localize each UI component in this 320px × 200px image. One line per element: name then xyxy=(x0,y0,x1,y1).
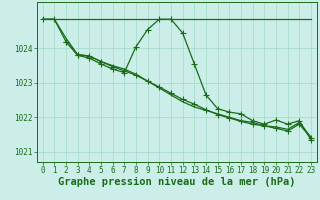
X-axis label: Graphe pression niveau de la mer (hPa): Graphe pression niveau de la mer (hPa) xyxy=(58,177,296,187)
